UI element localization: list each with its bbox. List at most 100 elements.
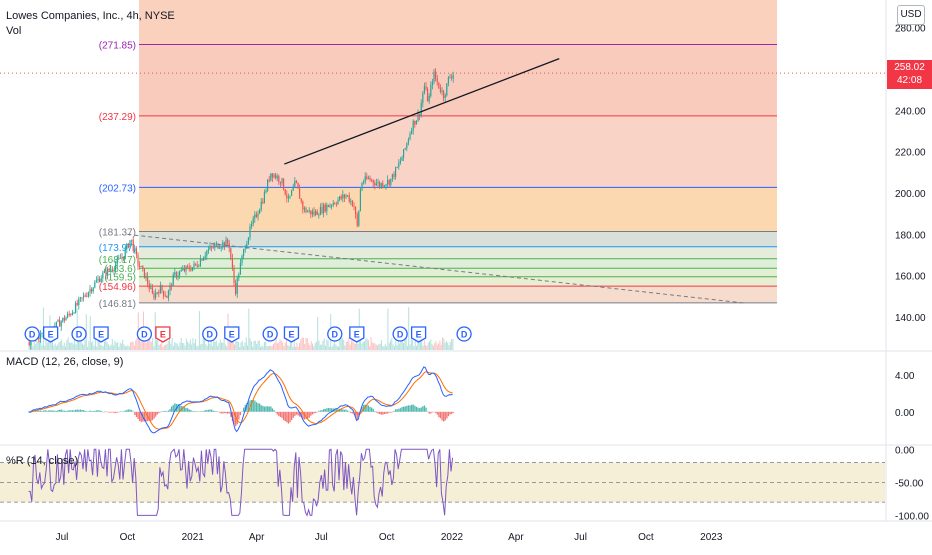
candle-body (284, 189, 286, 195)
candle-body (60, 321, 62, 327)
candle-body (174, 272, 176, 275)
volume-bar (221, 342, 223, 350)
macd-histogram-bar (219, 411, 221, 413)
volume-bar (81, 343, 83, 350)
macd-histogram-bar (183, 407, 186, 412)
candle-body (28, 341, 30, 346)
macd-histogram-bar (313, 411, 315, 414)
candle-body (62, 317, 64, 322)
volume-bar (124, 346, 126, 350)
volume-bar (374, 343, 376, 350)
dividend-badge (392, 326, 408, 342)
symbol-title[interactable]: Lowes Companies, Inc., 4h, NYSE (6, 10, 175, 22)
volume-bar (197, 345, 199, 350)
volume-bar (445, 341, 447, 350)
currency-button[interactable]: USD (897, 5, 925, 25)
candle-body (447, 77, 450, 84)
candle-body (307, 211, 309, 213)
macd-histogram-bar (395, 409, 397, 412)
macd-histogram-bar (204, 410, 206, 412)
candle-body (415, 120, 418, 125)
macd-histogram-bar (55, 410, 58, 412)
candle-body (371, 179, 373, 181)
volume-bar (189, 339, 191, 350)
candle-body (404, 148, 406, 150)
volume-bar (215, 340, 217, 350)
last-price-value: 258.02 (894, 62, 925, 73)
volume-bar (280, 340, 282, 350)
macd-histogram-bar (127, 409, 130, 412)
candle-body (89, 289, 91, 293)
macd-histogram-bar (129, 409, 131, 412)
macd-histogram-bar (46, 410, 48, 412)
candle-body (177, 275, 179, 278)
macd-histogram-bar (251, 400, 253, 412)
candle-body (431, 82, 434, 86)
macd-histogram-bar (396, 409, 398, 412)
volume-bar (247, 345, 249, 350)
volume-bar (357, 343, 359, 350)
volume-bar (61, 339, 63, 350)
candle-body (167, 290, 170, 298)
macd-histogram-bar (54, 410, 56, 412)
earnings-badge (349, 326, 365, 343)
volume-bar (80, 341, 82, 350)
volume-bar (334, 340, 336, 350)
volume-bar (405, 337, 407, 350)
candle-body (255, 214, 258, 217)
macd-histogram-bar (156, 411, 158, 415)
candle-body (251, 223, 253, 227)
volume-bar (412, 340, 414, 350)
candle-body (41, 333, 43, 334)
volume-bar (382, 346, 384, 350)
volume-bar (393, 346, 395, 350)
macd-histogram-bar (427, 411, 429, 413)
volume-bar (185, 338, 187, 350)
macd-label[interactable]: MACD (12, 26, close, 9) (6, 356, 124, 368)
volume-label[interactable]: Vol (6, 25, 22, 37)
candle-body (291, 190, 293, 196)
macd-histogram-bar (75, 409, 77, 412)
volume-bar (378, 344, 380, 350)
volume-bar (265, 341, 267, 350)
volume-bar (45, 337, 47, 350)
candle-body (99, 278, 101, 282)
volume-bar (258, 340, 260, 350)
macd-histogram-bar (355, 411, 357, 418)
volume-bar (114, 340, 116, 350)
volume-bar (380, 340, 382, 350)
volume-bar (232, 342, 234, 350)
macd-histogram-bar (195, 411, 197, 412)
macd-histogram-bar (239, 411, 242, 416)
volume-bar (319, 344, 321, 350)
candle-body (262, 201, 264, 204)
volume-bar (111, 339, 113, 350)
volume-bar (249, 338, 251, 350)
candle-body (350, 200, 352, 202)
candle-body (348, 195, 350, 202)
macd-histogram-bar (187, 408, 189, 412)
macd-histogram-bar (185, 407, 187, 412)
volume-bar (275, 338, 277, 350)
volume-bar (287, 344, 289, 350)
volume-bar (213, 338, 215, 350)
volume-bar (170, 343, 172, 350)
volume-bar (296, 342, 298, 350)
volume-bar (282, 342, 284, 350)
macd-histogram-bar (275, 411, 277, 413)
macd-histogram-bar (367, 405, 370, 412)
dividend-badge (456, 326, 472, 342)
volume-bar (222, 342, 224, 350)
macd-histogram-bar (172, 405, 174, 412)
event-badge-letter: D (461, 330, 468, 340)
macd-histogram-bar (71, 410, 74, 412)
macd-histogram-bar (41, 410, 43, 412)
price-tick-label: 200.00 (895, 189, 926, 200)
macd-histogram-bar (238, 411, 240, 420)
candle-body (321, 207, 323, 214)
williams-r-label[interactable]: %R (14, close) (6, 455, 79, 467)
macd-histogram-bar (420, 407, 422, 412)
volume-bar (260, 346, 262, 350)
volume-bar (120, 343, 122, 350)
